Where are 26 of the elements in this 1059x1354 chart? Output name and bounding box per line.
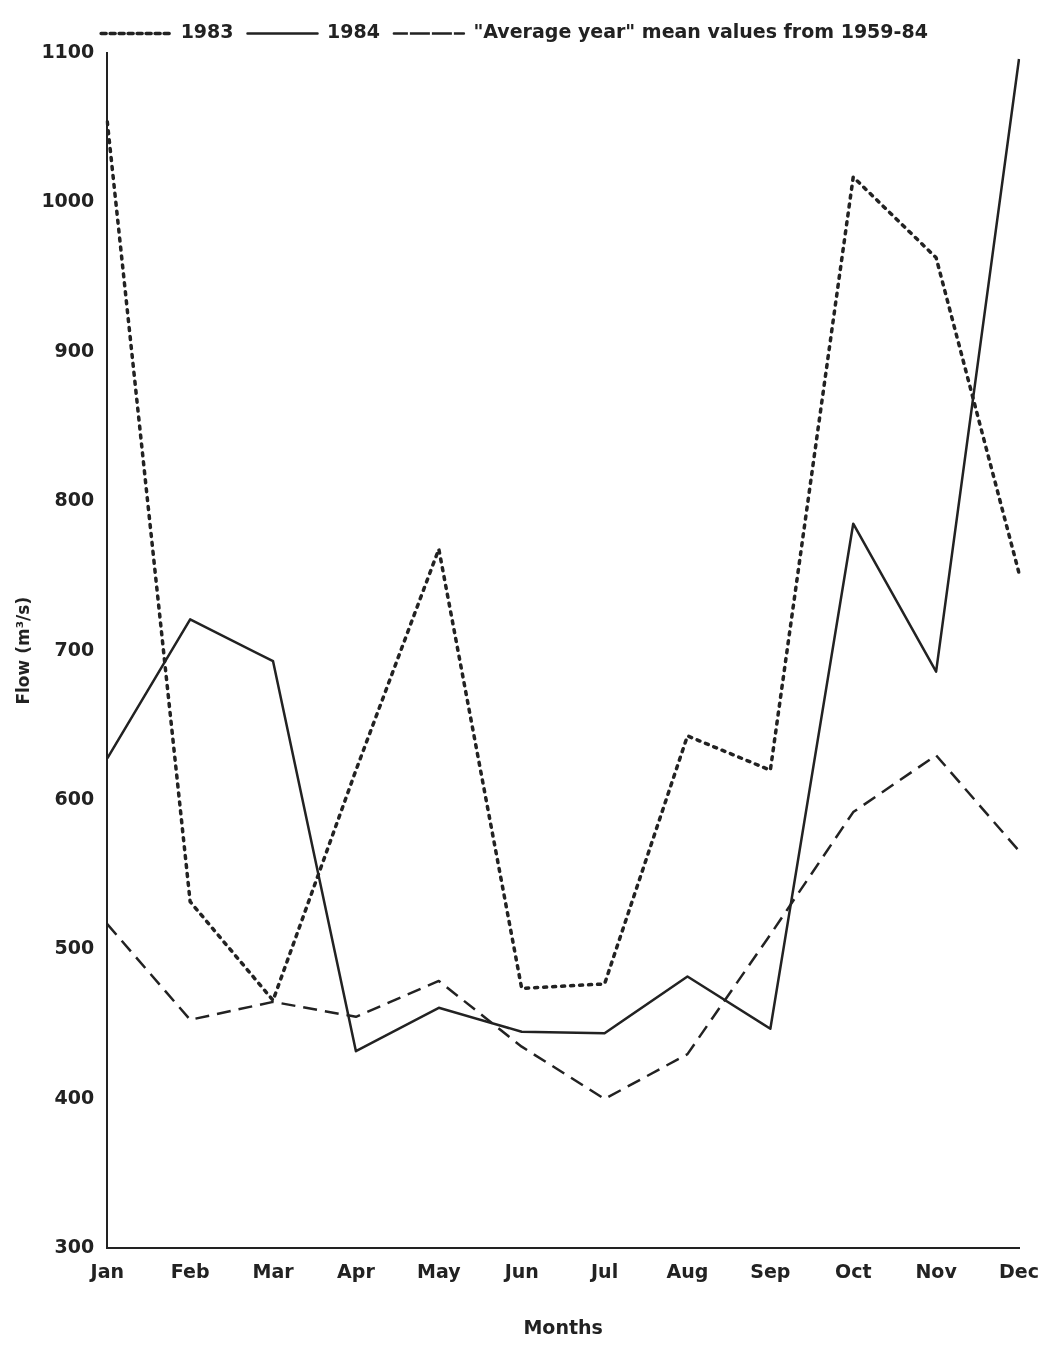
x-tick-label: Apr — [337, 1259, 376, 1282]
x-tick-label: Oct — [834, 1259, 872, 1282]
y-tick-label: 1000 — [41, 189, 95, 212]
y-axis-title: Flow (m³/s) — [12, 596, 33, 705]
x-tick-label: Aug — [666, 1259, 709, 1282]
y-tick-label: 1100 — [41, 39, 95, 62]
x-tick-label: Feb — [170, 1259, 210, 1282]
y-tick-label: 800 — [54, 488, 95, 511]
y-tick-label: 700 — [54, 637, 95, 660]
x-tick-label: Jun — [502, 1259, 539, 1282]
y-tick-label: 400 — [54, 1085, 95, 1108]
x-tick-label: Dec — [999, 1259, 1039, 1282]
legend-label: 1984 — [327, 20, 380, 43]
y-tick-label: 300 — [54, 1235, 95, 1258]
x-tick-label: Sep — [750, 1259, 791, 1282]
y-tick-label: 900 — [54, 338, 95, 361]
legend-label: "Average year" mean values from 1959-84 — [473, 20, 928, 43]
x-tick-label: Jul — [589, 1259, 619, 1282]
x-tick-label: May — [417, 1259, 462, 1282]
x-axis-title: Months — [523, 1315, 603, 1338]
x-tick-label: Jan — [88, 1259, 124, 1282]
y-tick-label: 500 — [54, 936, 95, 959]
x-tick-label: Nov — [915, 1259, 958, 1282]
y-tick-label: 600 — [54, 787, 95, 810]
legend-label: 1983 — [180, 20, 234, 43]
x-tick-label: Mar — [252, 1259, 295, 1282]
